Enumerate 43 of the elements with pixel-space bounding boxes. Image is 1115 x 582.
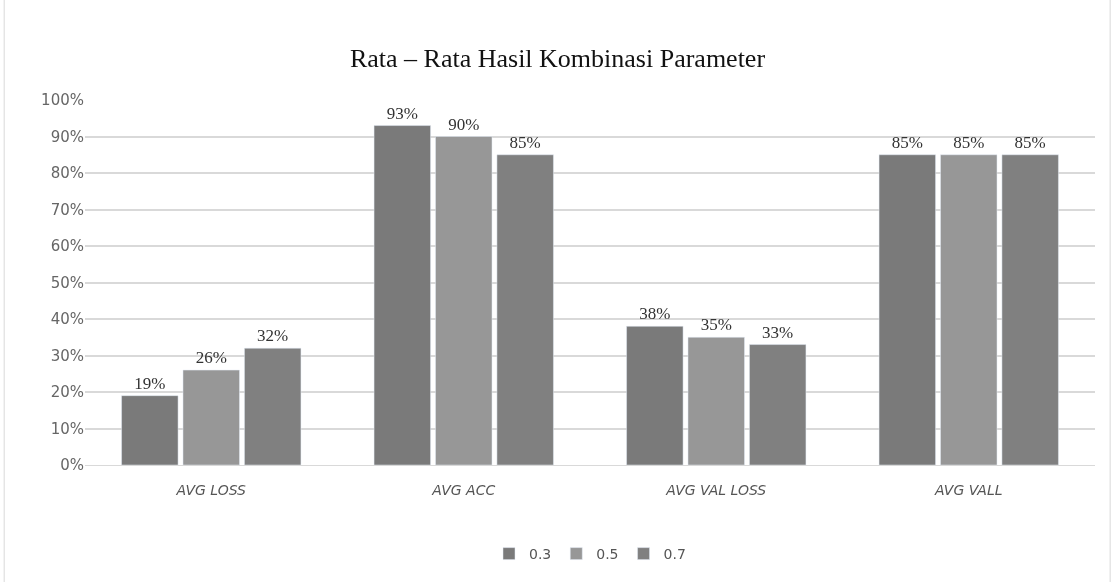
data-label: 93% bbox=[386, 103, 418, 123]
y-tick-label: 90% bbox=[50, 127, 84, 146]
data-label: 35% bbox=[700, 315, 732, 335]
y-tick-label: 0% bbox=[60, 456, 84, 475]
chart-title: Rata – Rata Hasil Kombinasi Parameter bbox=[349, 44, 766, 74]
y-tick-label: 10% bbox=[50, 419, 84, 438]
data-label: 19% bbox=[134, 373, 166, 393]
y-tick-label: 70% bbox=[50, 200, 84, 219]
bar bbox=[749, 344, 807, 465]
data-label: 26% bbox=[195, 348, 227, 368]
data-label: 85% bbox=[509, 132, 541, 152]
bar bbox=[496, 154, 554, 465]
bar bbox=[1001, 154, 1059, 465]
bar bbox=[373, 125, 431, 465]
bar bbox=[687, 337, 745, 465]
y-tick-label: 100% bbox=[41, 91, 84, 110]
y-tick-label: 50% bbox=[50, 273, 84, 292]
bar bbox=[182, 369, 240, 465]
data-label: 85% bbox=[953, 132, 985, 152]
data-label: 38% bbox=[639, 304, 671, 324]
x-tick-label: AVG VALL bbox=[933, 481, 1003, 498]
y-tick-label: 40% bbox=[50, 310, 84, 329]
y-tick-label: 30% bbox=[50, 346, 84, 365]
data-label: 90% bbox=[448, 114, 480, 134]
legend-label: 0.7 bbox=[663, 546, 686, 563]
bar bbox=[626, 326, 684, 465]
bar bbox=[121, 395, 179, 465]
data-label: 33% bbox=[762, 322, 794, 342]
y-tick-label: 20% bbox=[50, 383, 84, 402]
bar bbox=[940, 154, 998, 465]
x-tick-label: AVG ACC bbox=[431, 481, 496, 498]
x-tick-label: AVG LOSS bbox=[175, 481, 247, 498]
data-label: 85% bbox=[891, 132, 923, 152]
y-tick-label: 60% bbox=[50, 237, 84, 256]
x-tick-label: AVG VAL LOSS bbox=[665, 481, 767, 498]
data-label: 32% bbox=[257, 326, 289, 346]
bar bbox=[435, 136, 493, 465]
legend-label: 0.3 bbox=[529, 546, 552, 563]
bar bbox=[244, 347, 302, 465]
legend-label: 0.5 bbox=[596, 546, 619, 563]
y-tick-label: 80% bbox=[50, 164, 84, 183]
bar bbox=[878, 154, 936, 465]
data-label: 85% bbox=[1014, 132, 1046, 152]
